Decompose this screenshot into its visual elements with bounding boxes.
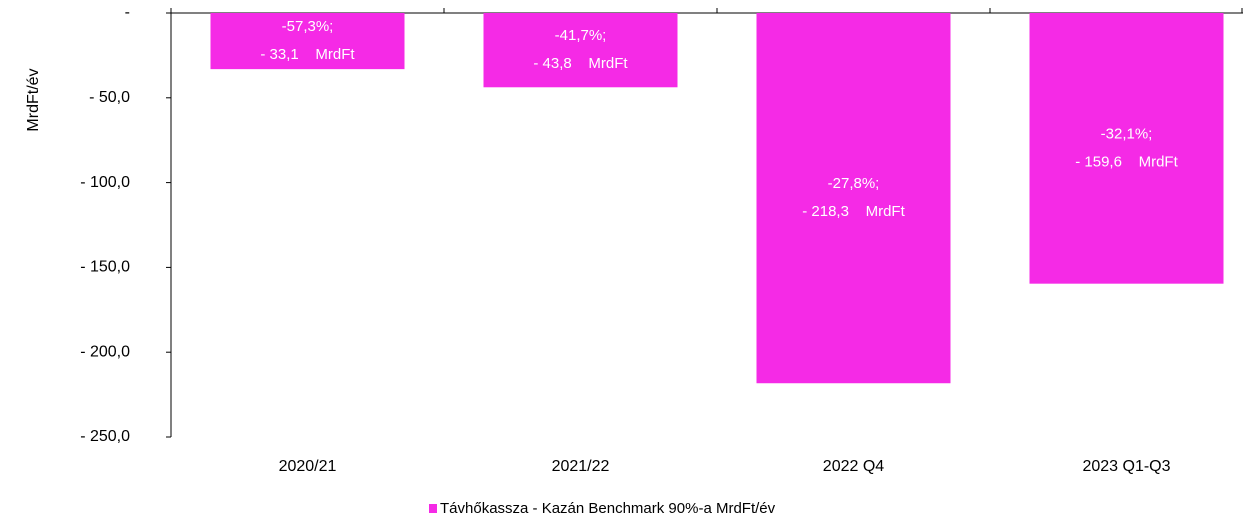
legend-label: Távhőkassza - Kazán Benchmark 90%-a MrdF…: [440, 500, 776, 517]
y-tick-label: - 250,0: [80, 428, 130, 445]
bar: [210, 13, 405, 70]
bar-annotation: -41,7%;: [555, 27, 607, 44]
bar: [756, 13, 951, 384]
y-tick-label: - 200,0: [80, 343, 130, 360]
x-tick-label: 2023 Q1-Q3: [1082, 458, 1170, 475]
x-tick-label: 2020/21: [279, 458, 337, 475]
y-tick-label: -: [125, 4, 130, 21]
value-label: - 33,1 MrdFt: [260, 46, 355, 63]
y-axis-label: MrdFt/év: [25, 68, 42, 131]
value-label: - 159,6 MrdFt: [1075, 153, 1178, 170]
bar-annotation: -57,3%;: [282, 18, 334, 35]
y-tick-label: - 50,0: [89, 89, 130, 106]
bar-annotation: -27,8%;: [828, 175, 880, 192]
value-label: - 218,3 MrdFt: [802, 203, 905, 220]
bar-annotation: -32,1%;: [1101, 125, 1153, 142]
y-tick-label: - 150,0: [80, 259, 130, 276]
bar: [483, 13, 678, 88]
bar: [1029, 13, 1224, 284]
legend-swatch: [429, 504, 437, 513]
x-tick-label: 2022 Q4: [823, 458, 884, 475]
x-tick-label: 2021/22: [552, 458, 610, 475]
value-label: - 43,8 MrdFt: [533, 55, 628, 72]
y-tick-label: - 100,0: [80, 174, 130, 191]
